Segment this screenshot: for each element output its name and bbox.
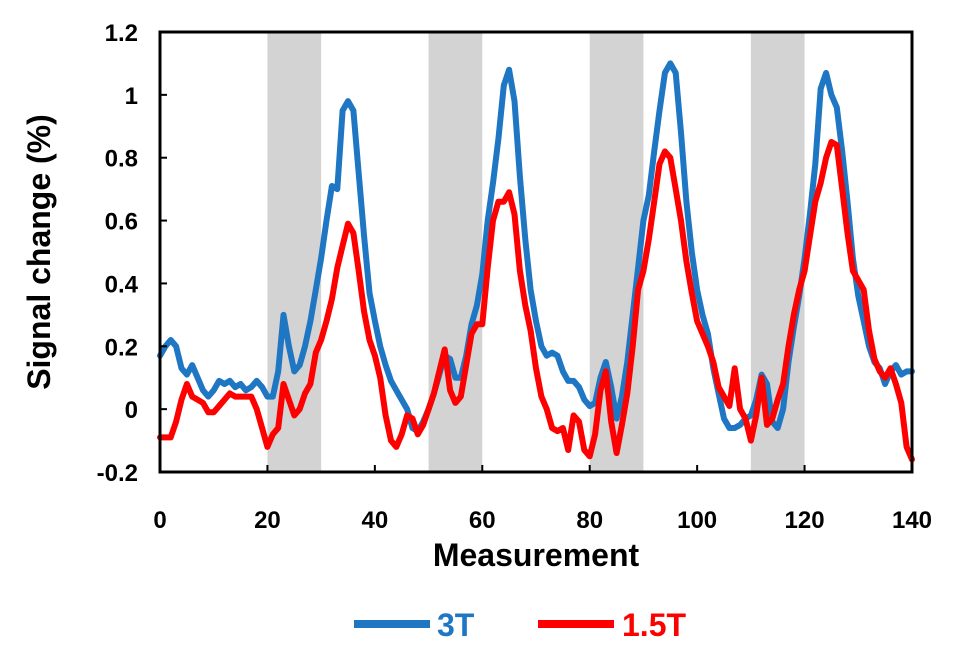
stimulus-block-2: [428, 32, 483, 472]
legend: 3T 1.5T: [354, 607, 686, 643]
x-tick-label: 20: [254, 507, 281, 534]
x-tick-label: 40: [362, 507, 389, 534]
y-tick-label: 0.6: [105, 209, 138, 236]
legend-label-1-5t: 1.5T: [622, 607, 686, 643]
x-tick-label: 80: [576, 507, 603, 534]
axis-ticks: [159, 31, 913, 473]
x-axis-title: Measurement: [433, 537, 640, 573]
y-tick-label: 0.4: [105, 271, 139, 298]
y-tick-label: 1: [125, 83, 138, 110]
x-tick-label: 120: [785, 507, 825, 534]
x-tick-label: 140: [892, 507, 932, 534]
y-tick-label: -0.2: [97, 460, 138, 487]
y-tick-label: 0: [125, 397, 138, 424]
x-axis-tick-labels: 0 20 40 60 80 100 120 140: [153, 507, 932, 534]
legend-label-3t: 3T: [437, 607, 475, 643]
plot-area-frame: [158, 30, 914, 474]
y-axis-tick-labels: -0.2 0 0.2 0.4 0.6 0.8 1 1.2: [97, 20, 139, 487]
x-tick-label: 60: [469, 507, 496, 534]
series-lines: [157, 60, 915, 463]
x-tick-label: 0: [153, 507, 166, 534]
series-line-1-5t: [157, 139, 915, 463]
x-tick-label: 100: [677, 507, 717, 534]
y-axis-title: Signal change (%): [21, 114, 57, 390]
y-tick-label: 0.8: [105, 146, 138, 173]
stimulus-block-1: [267, 32, 322, 472]
y-tick-label: 1.2: [105, 20, 138, 47]
y-tick-label: 0.2: [105, 334, 138, 361]
